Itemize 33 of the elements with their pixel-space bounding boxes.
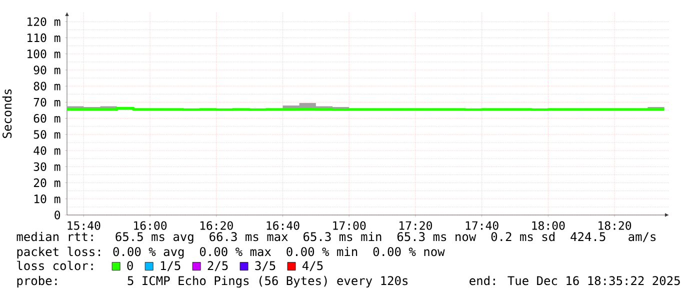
- legend-label: 0: [127, 261, 133, 270]
- y-tick-label: 80 m: [34, 82, 60, 90]
- y-tick-label: 20 m: [34, 178, 60, 188]
- y-tick-label: 10 m: [34, 194, 60, 204]
- x-tick-label: 17:40: [466, 221, 498, 230]
- y-tick-label: 90 m: [34, 66, 60, 74]
- y-tick-label: 120 m: [28, 17, 60, 26]
- text: median rtt: 65.5 ms avg 66.3 ms max 65.3 ms min 65.3 ms now 0.2 ms sd 424.5 am/s: [16, 232, 656, 244]
- legend-label: 4/5: [302, 261, 323, 272]
- x-tick-label: 18:00: [532, 221, 565, 230]
- x-tick-label: 16:20: [200, 221, 233, 230]
- legend-label: 1/5: [160, 261, 180, 272]
- x-tick-label: 17:00: [333, 221, 366, 230]
- legend-title: loss color:: [17, 260, 93, 270]
- y-tick-label: 50 m: [34, 130, 60, 139]
- y-tick-label: 40 m: [34, 146, 60, 155]
- legend-label: 2/5: [208, 261, 228, 272]
- y-axis-title: Seconds: [2, 89, 12, 138]
- legend-label: 3/5: [255, 261, 276, 272]
- x-tick-label: 16:40: [266, 221, 300, 230]
- y-tick-label: 0: [54, 210, 60, 220]
- text: probe: 5 ICMP Echo Pings (56 Bytes) every 120s: [17, 276, 408, 288]
- text: packet loss: 0.00 % avg 0.00 % max 0.00 % min 0.00 % now: [17, 246, 445, 259]
- x-tick-label: 15:40: [68, 221, 100, 230]
- y-tick-label: 60 m: [34, 114, 60, 123]
- y-tick-label: 110 m: [28, 33, 60, 42]
- y-tick-label: 70 m: [34, 98, 60, 107]
- text: end: Tue Dec 16 18:35:22 2025: [470, 276, 680, 286]
- x-tick-label: 16:00: [134, 221, 167, 230]
- y-tick-label: 100 m: [28, 50, 60, 58]
- x-tick-label: 17:20: [400, 221, 432, 230]
- y-tick-label: 30 m: [34, 162, 60, 172]
- x-tick-label: 18:20: [598, 221, 632, 230]
